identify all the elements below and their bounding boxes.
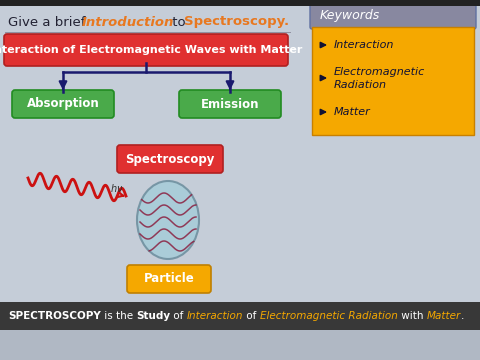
- Text: Radiation: Radiation: [334, 80, 387, 90]
- Text: Absorption: Absorption: [26, 98, 99, 111]
- Text: .: .: [461, 311, 464, 321]
- FancyBboxPatch shape: [0, 302, 480, 330]
- Text: Keywords: Keywords: [320, 9, 380, 22]
- Text: is the: is the: [101, 311, 136, 321]
- FancyBboxPatch shape: [0, 330, 480, 360]
- Text: Interaction: Interaction: [187, 311, 243, 321]
- Text: Interaction of Electromagnetic Waves with Matter: Interaction of Electromagnetic Waves wit…: [0, 45, 302, 55]
- Text: Matter: Matter: [334, 107, 371, 117]
- Text: Emission: Emission: [201, 98, 259, 111]
- Text: Spectroscopy.: Spectroscopy.: [184, 15, 289, 28]
- Text: to: to: [168, 15, 190, 28]
- Text: SPECTROSCOPY: SPECTROSCOPY: [8, 311, 101, 321]
- Text: Introduction: Introduction: [82, 15, 174, 28]
- Text: Electromagnetic Radiation: Electromagnetic Radiation: [260, 311, 398, 321]
- FancyBboxPatch shape: [0, 0, 480, 6]
- Text: Particle: Particle: [144, 273, 194, 285]
- Text: Matter: Matter: [427, 311, 461, 321]
- FancyBboxPatch shape: [179, 90, 281, 118]
- FancyBboxPatch shape: [312, 27, 474, 135]
- Text: of: of: [243, 311, 260, 321]
- FancyBboxPatch shape: [127, 265, 211, 293]
- FancyBboxPatch shape: [4, 34, 288, 66]
- Text: Electromagnetic: Electromagnetic: [334, 67, 425, 77]
- FancyBboxPatch shape: [117, 145, 223, 173]
- FancyBboxPatch shape: [12, 90, 114, 118]
- Text: Interaction: Interaction: [334, 40, 395, 50]
- Text: Give a brief: Give a brief: [8, 15, 90, 28]
- Text: of: of: [170, 311, 187, 321]
- Ellipse shape: [137, 181, 199, 259]
- FancyBboxPatch shape: [310, 3, 476, 29]
- Text: Study: Study: [136, 311, 170, 321]
- Text: $h\nu$: $h\nu$: [110, 182, 123, 194]
- Text: with: with: [398, 311, 427, 321]
- Text: Spectroscopy: Spectroscopy: [125, 153, 215, 166]
